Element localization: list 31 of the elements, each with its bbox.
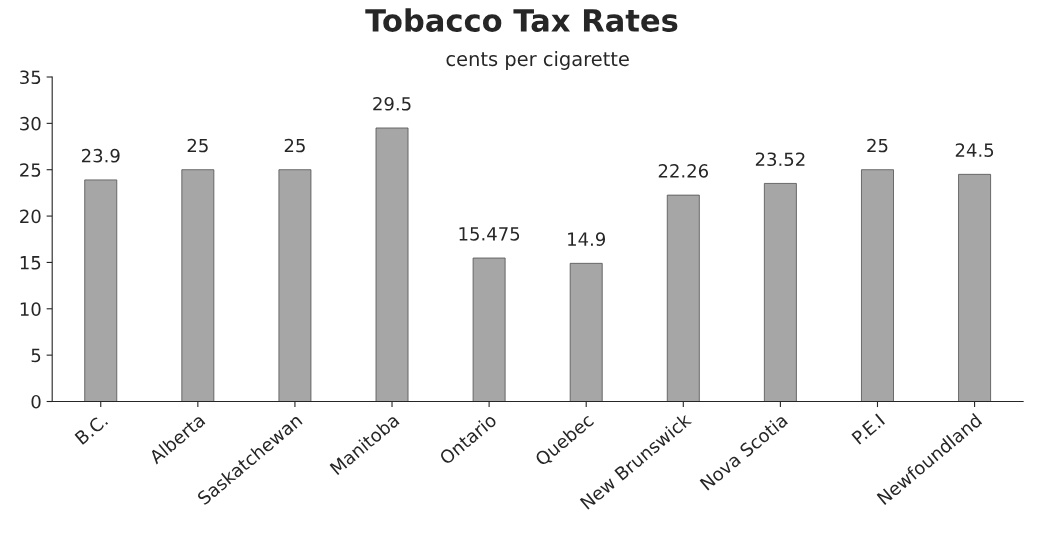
y-tick-label: 5 (31, 348, 41, 363)
bar (666, 194, 700, 402)
data-label: 29.5 (373, 96, 411, 111)
chart-subtitle: cents per cigarette (446, 51, 629, 70)
y-tick-label: 25 (20, 163, 41, 177)
bar (181, 169, 215, 402)
bar (278, 169, 312, 402)
bar (763, 183, 797, 402)
data-label: 15.475 (459, 227, 520, 241)
data-label: 14.9 (568, 232, 606, 246)
data-label: 24.5 (955, 143, 994, 157)
data-label: 25 (284, 138, 305, 153)
y-tick-label: 30 (20, 116, 41, 131)
bar (958, 173, 992, 402)
bar (861, 169, 894, 402)
data-label: 25 (867, 138, 888, 153)
y-tick-label: 15 (20, 256, 41, 270)
y-tick-label: 35 (20, 70, 41, 85)
x-tick-label: B.C. (74, 413, 109, 445)
bar (375, 127, 409, 402)
data-label: 23.9 (81, 148, 120, 163)
chart-title: Tobacco Tax Rates (365, 8, 678, 32)
y-tick-label: 20 (20, 209, 41, 224)
data-label: 23.52 (755, 152, 805, 167)
bar (84, 179, 118, 402)
y-tick-label: 10 (20, 302, 41, 316)
bar (569, 262, 603, 402)
data-label: 25 (187, 138, 208, 153)
data-label: 22.26 (658, 164, 709, 178)
bar (472, 257, 506, 402)
y-tick-label: 0 (31, 394, 41, 409)
